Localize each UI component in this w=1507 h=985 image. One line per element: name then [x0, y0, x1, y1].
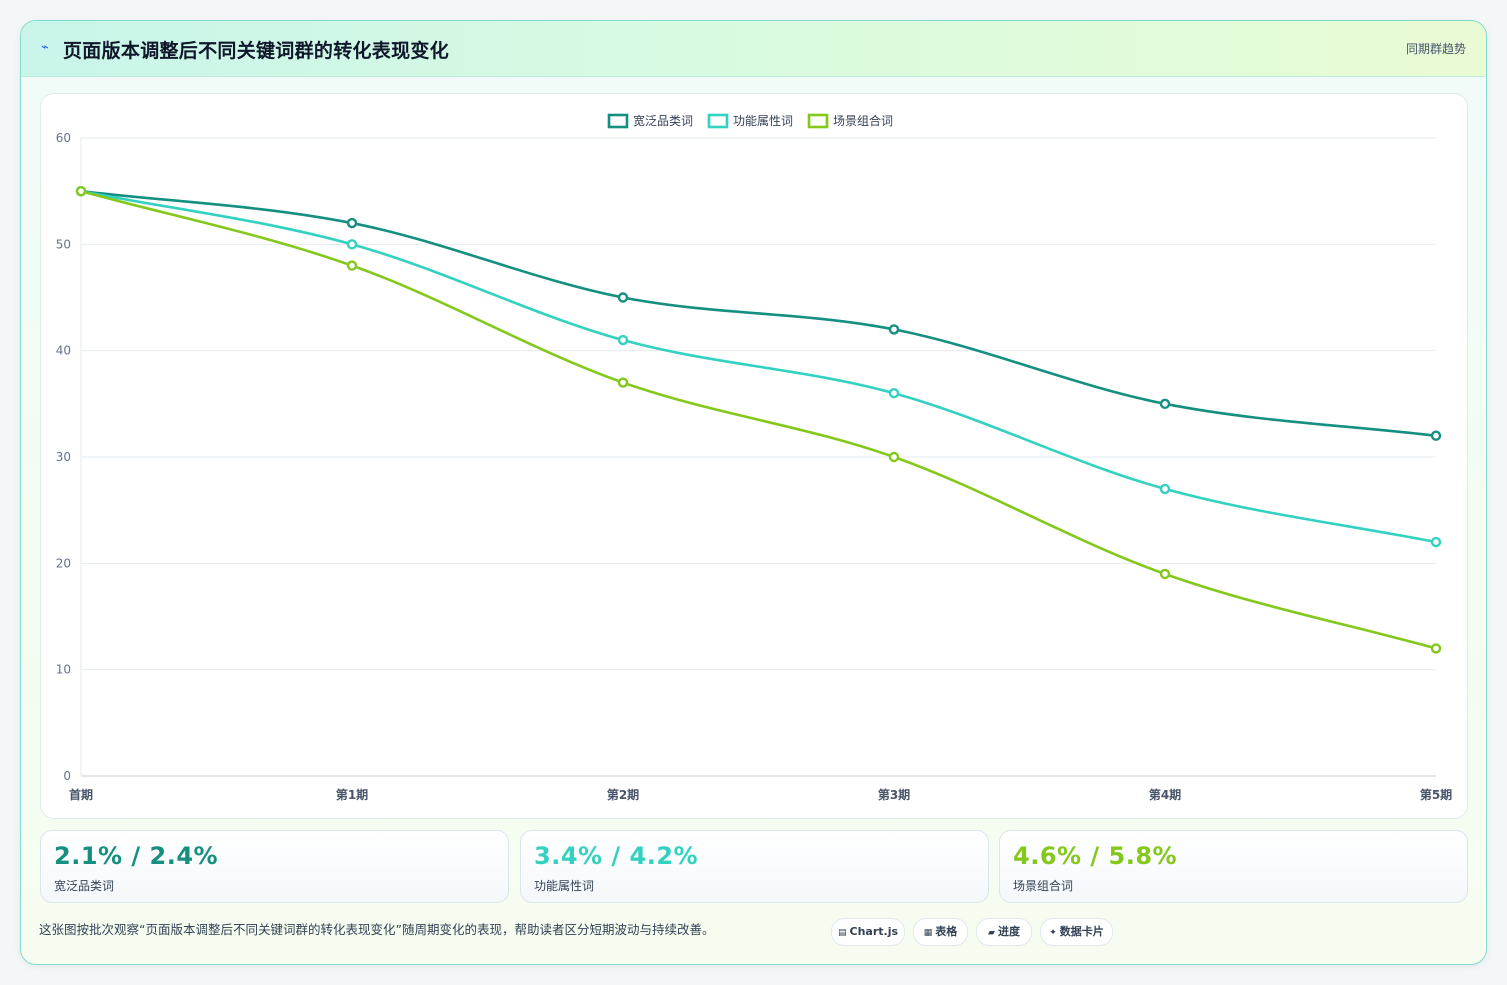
- data-point: [1159, 398, 1171, 410]
- x-tick-label: 第4期: [1149, 787, 1181, 802]
- data-point: [888, 324, 900, 335]
- chip-label: 进度: [997, 925, 1020, 938]
- card-header: ⌁ 页面版本调整后不同关键词群的转化表现变化 同期群趋势: [21, 21, 1486, 77]
- y-tick-label: 30: [56, 450, 71, 464]
- kpi-label: 功能属性词: [534, 879, 595, 893]
- trend-tag: 同期群趋势: [1405, 42, 1466, 56]
- data-point: [888, 388, 900, 399]
- legend-swatch: [607, 113, 629, 129]
- series-line: [80, 189, 1437, 438]
- legend-label: 宽泛品类词: [633, 113, 693, 128]
- data-point: [1159, 568, 1171, 580]
- series-line: [80, 189, 1437, 544]
- legend-swatch: [707, 113, 729, 129]
- data-point: [346, 239, 358, 250]
- legend-swatch: [807, 113, 829, 129]
- line-chart-panel: 0 10 20 30 40 50 60 首期 第1期 第2期 第3期 第4期 第5期 宽泛品类词 功能属性词…: [40, 93, 1468, 819]
- data-point: [1430, 643, 1442, 654]
- chip-datacard[interactable]: ✦ 数据卡片: [1040, 918, 1113, 946]
- data-point: [346, 260, 358, 271]
- chip-label: 数据卡片: [1059, 925, 1104, 938]
- kpi-card-broad: 2.1% / 2.4% 宽泛品类词: [40, 830, 509, 903]
- footer-note: 这张图按批次观察“页面版本调整后不同关键词群的转化表现变化”随周期变化的表现，帮…: [39, 922, 715, 937]
- kpi-value: 2.1% / 2.4%: [54, 842, 219, 870]
- chart-icon: ▤: [837, 928, 847, 938]
- x-tick-label: 第3期: [878, 787, 910, 802]
- data-point: [617, 377, 629, 388]
- kpi-label: 场景组合词: [1013, 879, 1074, 893]
- y-tick-label: 0: [63, 769, 71, 783]
- data-point: [1159, 483, 1171, 495]
- series-line: [80, 189, 1437, 650]
- table-icon: ▦: [923, 928, 933, 938]
- data-point: [617, 292, 629, 303]
- chip-label: Chart.js: [849, 925, 899, 938]
- legend-label: 功能属性词: [733, 114, 793, 128]
- data-point: [75, 185, 87, 197]
- line-chart: 0 10 20 30 40 50 60 首期 第1期 第2期 第3期 第4期 第5期 宽泛品类词 功能属性词…: [56, 113, 1452, 802]
- kpi-card-feature: 3.4% / 4.2% 功能属性词: [520, 830, 989, 903]
- y-tick-label: 40: [56, 344, 71, 358]
- data-point: [888, 451, 900, 463]
- x-tick-label: 首期: [69, 787, 93, 802]
- sparkle-icon: ⌁: [41, 40, 49, 55]
- y-tick-label: 60: [56, 131, 71, 145]
- progress-icon: ▰: [988, 928, 995, 938]
- sparkle-icon: ✦: [1049, 928, 1057, 938]
- chart-card: ⌁ 页面版本调整后不同关键词群的转化表现变化 同期群趋势 0 10 20 30 40 50…: [20, 20, 1487, 965]
- chip-progress[interactable]: ▰ 进度: [976, 918, 1032, 946]
- x-tick-label: 第2期: [607, 787, 639, 802]
- x-tick-label: 第1期: [336, 787, 368, 802]
- legend-label: 场景组合词: [833, 113, 893, 128]
- page-title: 页面版本调整后不同关键词群的转化表现变化: [63, 40, 450, 62]
- kpi-value: 3.4% / 4.2%: [534, 842, 699, 870]
- data-point: [617, 334, 629, 346]
- chip-table[interactable]: ▦ 表格: [913, 918, 968, 946]
- chip-label: 表格: [935, 925, 958, 938]
- y-tick-label: 10: [56, 663, 71, 677]
- kpi-card-scene: 4.6% / 5.8% 场景组合词: [999, 830, 1468, 903]
- chip-chartjs[interactable]: ▤ Chart.js: [831, 918, 905, 946]
- kpi-value: 4.6% / 5.8%: [1013, 842, 1178, 870]
- data-point: [1430, 430, 1442, 441]
- data-point: [346, 217, 358, 229]
- kpi-label: 宽泛品类词: [54, 879, 115, 893]
- x-tick-label: 第5期: [1420, 787, 1452, 802]
- y-tick-label: 20: [56, 556, 71, 570]
- data-point: [1430, 536, 1442, 548]
- y-tick-label: 50: [56, 237, 71, 251]
